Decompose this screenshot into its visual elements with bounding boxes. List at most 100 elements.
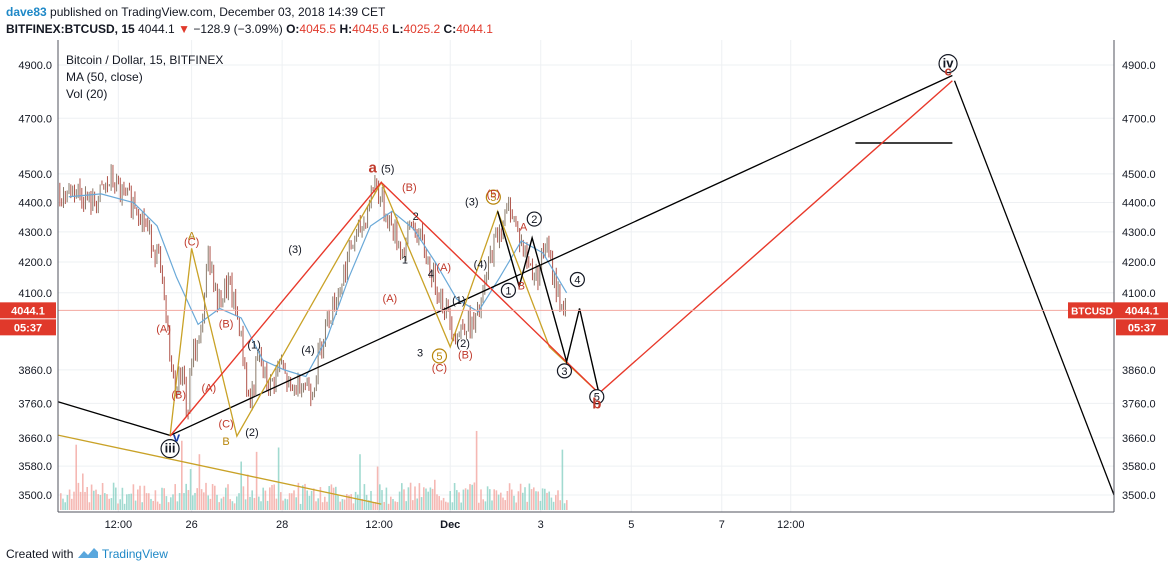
volume-bar (90, 484, 93, 510)
volume-bar (319, 487, 322, 510)
symbol-label: BITFINEX:BTCUSD, 15 (6, 22, 135, 36)
volume-bar (337, 494, 339, 510)
volume-bar (282, 500, 284, 510)
volume-bar (392, 499, 394, 510)
volume-bar (194, 492, 196, 510)
wave-label: 4 (574, 274, 580, 286)
volume-bar (291, 493, 293, 510)
volume-bar (436, 494, 438, 510)
volume-bar (324, 496, 326, 510)
black-projection-line (953, 80, 1115, 496)
volume-bar (390, 496, 392, 510)
volume-bar (145, 493, 148, 510)
x-tick-label: 28 (276, 519, 288, 531)
y-tick-label-left: 3500.0 (18, 490, 52, 502)
volume-bar (242, 486, 245, 510)
publish-info: dave83 published on TradingView.com, Dec… (6, 5, 385, 19)
wave-label: 1 (402, 255, 408, 267)
volume-bar (266, 500, 269, 510)
wave-label: (A) (202, 383, 217, 395)
volume-bar (471, 484, 473, 510)
wave-label: (5) (381, 163, 394, 175)
volume-bar (68, 489, 71, 510)
change-text: −128.9 (−3.09%) (193, 22, 283, 36)
countdown-tag-left-text: 05:37 (14, 322, 42, 334)
volume-bar (412, 500, 414, 510)
volume-bar (453, 483, 456, 510)
wave-label: (2) (456, 338, 469, 350)
volume-bar (429, 487, 432, 510)
wave-label: A (188, 230, 196, 242)
volume-bar (130, 493, 132, 510)
x-tick-label: 5 (628, 519, 634, 531)
wave-label: iii (165, 441, 176, 456)
y-tick-label-left: 3580.0 (18, 461, 52, 473)
author-name[interactable]: dave83 (6, 5, 47, 19)
volume-bar (126, 494, 128, 510)
volume-bar (442, 497, 445, 510)
volume-bar (416, 498, 418, 510)
volume-bar (535, 491, 537, 510)
wave-label: (B) (171, 389, 186, 401)
volume-bar (88, 502, 91, 510)
volume-bar (376, 466, 379, 510)
volume-bar (295, 497, 297, 510)
volume-bar (502, 497, 504, 510)
volume-bar (434, 479, 436, 510)
volume-bar (467, 489, 469, 510)
volume-bar (409, 482, 412, 510)
volume-bar (431, 488, 434, 510)
tradingview-brand[interactable]: TradingView (101, 547, 168, 561)
volume-bar (172, 494, 174, 510)
volume-bar (493, 489, 495, 510)
close-value: 4044.1 (456, 22, 493, 36)
volume-bar (93, 490, 95, 510)
legend-ma: MA (50, close) (66, 70, 143, 84)
volume-bar (533, 487, 535, 510)
black-zigzag-line (496, 211, 600, 394)
volume-bar (123, 503, 126, 510)
high-label: H: (339, 22, 353, 36)
volume-bar (119, 499, 121, 510)
volume-bar (405, 501, 407, 510)
volume-bar (526, 501, 528, 510)
volume-bar (313, 488, 315, 510)
price-tag-left-text: 4044.1 (11, 305, 45, 317)
volume-bar (284, 498, 286, 510)
volume-bar (238, 493, 240, 510)
x-tick-label: 26 (185, 519, 197, 531)
volume-bar (106, 494, 108, 510)
wave-label: (4) (474, 259, 487, 271)
volume-bar (249, 496, 251, 510)
volume-bar (143, 485, 146, 510)
volume-bar (528, 483, 531, 510)
y-tick-label-right: 4100.0 (1122, 288, 1156, 300)
open-value: 4045.5 (299, 22, 337, 36)
wave-label: A (520, 221, 528, 233)
high-value: 4045.6 (352, 22, 389, 36)
volume-bar (134, 500, 137, 510)
wave-label: 1 (505, 285, 511, 297)
y-tick-label-right: 4700.0 (1122, 113, 1156, 125)
x-tick-label: 12:00 (777, 519, 805, 531)
volume-bar (359, 454, 361, 510)
volume-bar (150, 498, 152, 510)
tradingview-logo-icon[interactable] (77, 547, 99, 561)
volume-bar (247, 474, 249, 510)
volume-bar (537, 491, 539, 510)
volume-bar (561, 449, 564, 510)
volume-bar (341, 499, 344, 510)
volume-bar (192, 495, 194, 510)
volume-bar (161, 487, 163, 510)
volume-bar (557, 490, 559, 510)
volume-bar (566, 500, 568, 510)
volume-bar (464, 488, 467, 510)
y-tick-label-right: 4500.0 (1122, 169, 1156, 181)
y-tick-label-right: 3660.0 (1122, 433, 1156, 445)
volume-bar (236, 496, 238, 510)
price-tag-right (1116, 302, 1168, 319)
wave-label: a (368, 159, 377, 176)
volume-bar (379, 484, 381, 510)
